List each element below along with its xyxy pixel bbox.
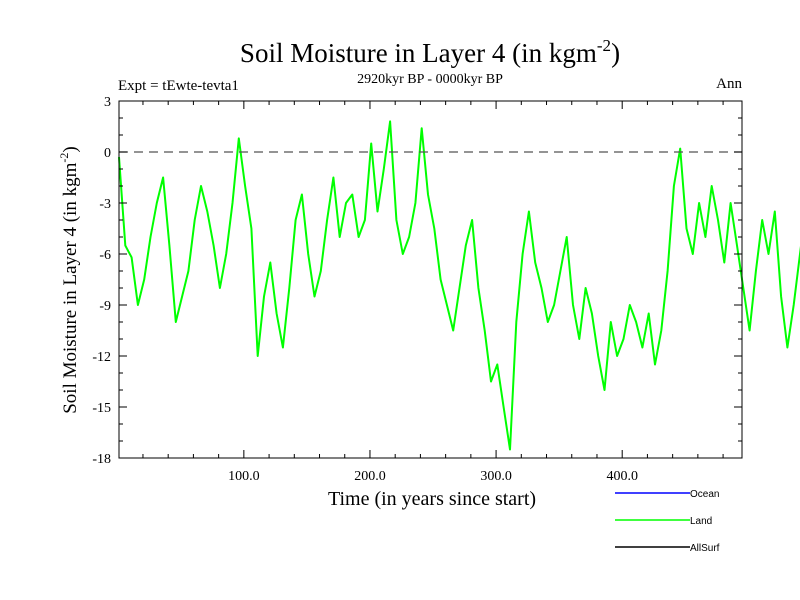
season-label: Ann (716, 76, 742, 92)
plot-frame (118, 100, 743, 459)
chart-title: Soil Moisture in Layer 4 (in kgm-2) (240, 36, 620, 68)
y-tick-label: -9 (99, 299, 111, 314)
x-tick-label: 200.0 (354, 469, 386, 484)
legend-label-land: Land (690, 516, 712, 527)
chart-subtitle: 2920kyr BP - 0000kyr BP (357, 72, 503, 87)
legend-label-ocean: Ocean (690, 489, 719, 500)
y-tick-label: 3 (104, 95, 111, 110)
x-tick-label: 400.0 (606, 469, 638, 484)
y-tick-label: 0 (104, 146, 111, 161)
legend-label-allsurf: AllSurf (690, 543, 720, 554)
x-axis-label: Time (in years since start) (328, 488, 536, 510)
expt-label: Expt = tEwte-tevta1 (118, 78, 239, 94)
ticks-group (119, 100, 742, 459)
y-tick-label: -3 (99, 197, 111, 212)
y-tick-label: -15 (92, 401, 111, 416)
x-tick-label: 300.0 (480, 469, 512, 484)
y-tick-label: -12 (92, 350, 111, 365)
series-group (118, 120, 800, 451)
legend: Ocean Land AllSurf (615, 489, 720, 554)
series-line-land (118, 120, 800, 451)
y-tick-label: -18 (92, 452, 111, 467)
y-axis-label: Soil Moisture in Layer 4 (in kgm-2) (57, 146, 81, 414)
x-tick-label: 100.0 (228, 469, 260, 484)
tick-labels-group: 3 0 -3 -6 -9 -12 -15 -18 100.0 200.0 300.0 400.0 (92, 95, 638, 484)
y-tick-label: -6 (99, 248, 111, 263)
